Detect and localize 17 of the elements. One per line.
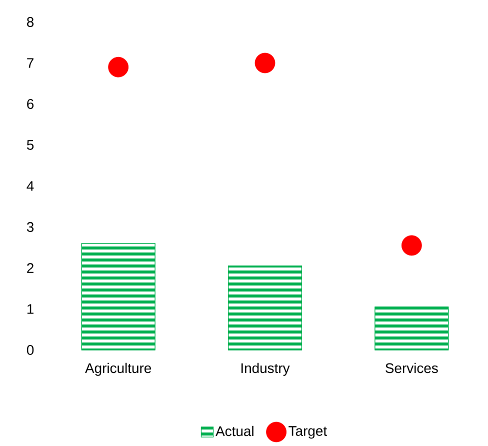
y-tick-label: 0 xyxy=(26,345,34,355)
legend-label: Target xyxy=(288,426,327,439)
y-tick-label: 5 xyxy=(26,140,34,150)
legend-label: Actual xyxy=(216,426,254,436)
x-tick-label: Services xyxy=(386,362,438,374)
x-tick-label: Agriculture xyxy=(85,362,152,376)
y-tick-label: 3 xyxy=(26,222,34,232)
y-tick-label: 2 xyxy=(27,263,34,273)
point xyxy=(108,56,129,78)
y-tick-label: 7 xyxy=(27,58,34,68)
point xyxy=(254,52,276,74)
y-tick-label: 6 xyxy=(27,99,34,109)
y-tick-label: 1 xyxy=(27,304,34,314)
y-tick-label: 8 xyxy=(27,17,34,27)
point xyxy=(401,235,422,256)
y-tick-label: 4 xyxy=(26,181,34,191)
x-tick-label: Industry xyxy=(241,362,290,376)
